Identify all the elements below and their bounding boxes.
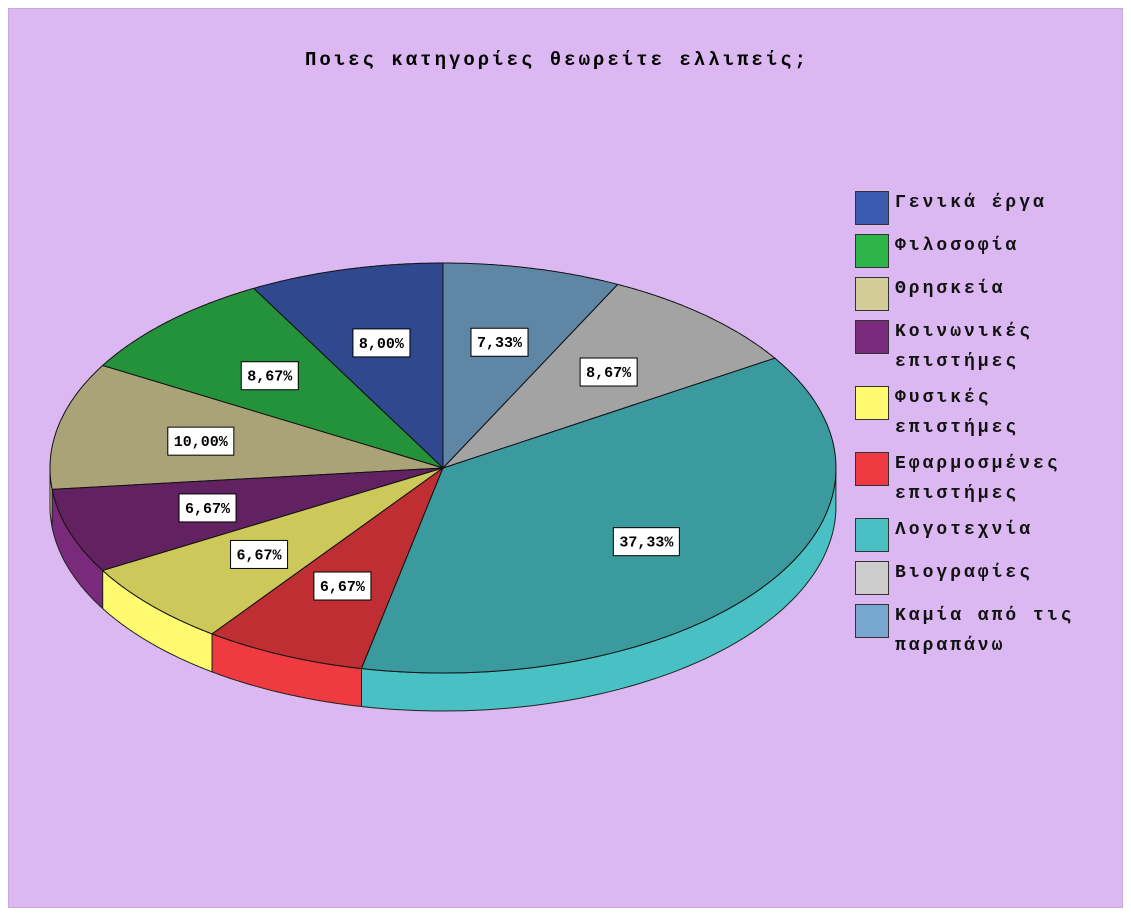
data-label-text: 10,00%	[174, 434, 229, 451]
legend-label: Θρησκεία	[895, 279, 1006, 299]
legend-label: Βιογραφίες	[895, 563, 1034, 583]
legend-swatch	[855, 234, 889, 268]
data-label-box	[167, 426, 235, 456]
data-label-text: 6,67%	[237, 547, 283, 564]
data-label-text: 8,67%	[247, 369, 293, 386]
data-label: 37,33%	[612, 527, 680, 557]
legend-label: Καμία από τις παραπάνω	[895, 606, 1075, 656]
legend-item: Φιλοσοφία	[855, 231, 1125, 268]
data-label: 10,00%	[167, 426, 235, 456]
legend-item: Θρησκεία	[855, 274, 1125, 311]
legend: Γενικά έργα Φιλοσοφία Θρησκεία Κοινωνικές ε…	[855, 188, 1125, 661]
data-label-box	[352, 328, 411, 358]
data-label-text: 8,00%	[359, 336, 405, 353]
data-label-box	[579, 357, 638, 387]
legend-label: Γενικά έργα	[895, 193, 1047, 213]
data-label-box	[470, 327, 529, 357]
data-label: 8,67%	[240, 361, 299, 391]
data-label: 6,67%	[230, 539, 289, 569]
legend-swatch	[855, 320, 889, 354]
pie-slice	[49, 364, 444, 490]
data-label-box	[230, 539, 289, 569]
legend-item: Εφαρμοσμένες επιστήμες	[855, 449, 1125, 509]
legend-swatch	[855, 452, 889, 486]
data-label: 7,33%	[470, 327, 529, 357]
data-label-box	[612, 527, 680, 557]
legend-label: Φιλοσοφία	[895, 236, 1020, 256]
chart-title: Ποιες κατηγορίες θεωρείτε ελλιπείς;	[305, 49, 809, 71]
pie-slice	[51, 467, 444, 572]
pie-slice	[360, 357, 837, 674]
legend-label: Κοινωνικές επιστήμες	[895, 322, 1034, 372]
legend-label: Εφαρμοσμένες επιστήμες	[895, 454, 1061, 504]
legend-label: Λογοτεχνία	[895, 520, 1034, 540]
legend-item: Λογοτεχνία	[855, 515, 1125, 552]
pie-slice	[442, 262, 619, 470]
legend-swatch	[855, 604, 889, 638]
legend-swatch	[855, 518, 889, 552]
data-label-text: 37,33%	[619, 535, 674, 552]
pie-slice	[252, 262, 444, 470]
legend-swatch	[855, 386, 889, 420]
data-label: 6,67%	[178, 493, 237, 523]
legend-swatch	[855, 561, 889, 595]
data-label: 8,00%	[352, 328, 411, 358]
legend-swatch	[855, 277, 889, 311]
legend-item: Κοινωνικές επιστήμες	[855, 317, 1125, 377]
legend-item: Καμία από τις παραπάνω	[855, 601, 1125, 661]
data-label-text: 6,67%	[185, 501, 231, 518]
legend-swatch	[855, 191, 889, 225]
legend-item: Φυσικές επιστήμες	[855, 383, 1125, 443]
legend-item: Γενικά έργα	[855, 188, 1125, 225]
data-label: 6,67%	[313, 571, 372, 601]
data-label-box	[240, 361, 299, 391]
data-label: 8,67%	[579, 357, 638, 387]
data-label-text: 6,67%	[320, 579, 366, 596]
legend-label: Φυσικές επιστήμες	[895, 388, 1020, 438]
data-label-text: 8,67%	[586, 365, 632, 382]
data-label-text: 7,33%	[477, 335, 523, 352]
data-label-box	[313, 571, 372, 601]
legend-item: Βιογραφίες	[855, 558, 1125, 595]
pie-slice	[211, 466, 445, 670]
data-label-box	[178, 493, 237, 523]
